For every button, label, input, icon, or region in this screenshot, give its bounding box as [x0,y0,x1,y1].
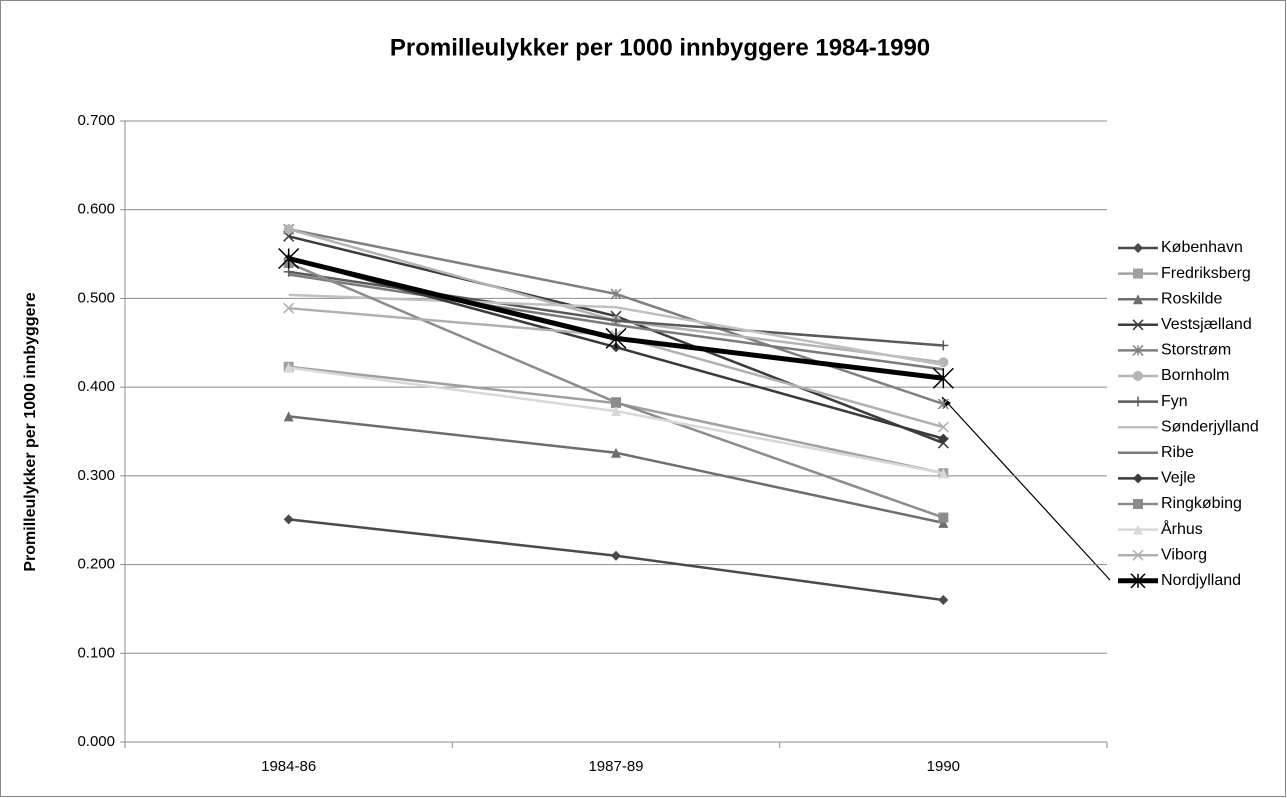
marker [938,595,949,606]
marker [1133,371,1143,381]
marker-shape [611,397,621,408]
marker [1133,473,1143,484]
marker [937,398,949,410]
marker [278,247,300,270]
legend-label: Viborg [1161,546,1207,563]
marker [1132,344,1144,356]
marker [283,514,294,525]
marker-shape [1133,371,1143,381]
x-tick-label: 1984-86 [261,758,316,775]
marker-shape [611,550,621,561]
marker-shape [1133,499,1143,509]
marker [605,327,627,349]
y-axis-label: Promilleulykker per 1000 innbyggere [22,292,39,571]
marker-shape [938,433,949,444]
legend-label: Fyn [1161,393,1188,410]
legend-label: Fredriksberg [1161,265,1251,282]
marker-shape [1133,473,1143,484]
legend-label: København [1161,239,1243,256]
legend-label: Bornholm [1161,367,1229,384]
marker-shape [283,224,294,235]
legend-label: Ribe [1161,444,1194,461]
marker-shape [611,447,621,458]
marker [1132,549,1144,561]
marker [283,302,295,314]
marker-shape [283,514,294,525]
y-tick-label: 0.000 [77,733,115,750]
marker [938,433,949,444]
marker [938,340,949,351]
legend-label: Nordjylland [1161,572,1241,589]
marker-stroke [1132,319,1144,331]
y-tick-label: 0.600 [77,201,115,218]
marker [938,468,949,479]
marker-shape [938,468,949,479]
chart-title: Promilleulykker per 1000 innbyggere 1984… [390,34,930,61]
marker [283,411,294,422]
marker [938,517,949,528]
series-line [288,273,944,371]
legend-label: Århus [1161,519,1203,538]
y-tick-label: 0.100 [77,644,115,661]
y-tick-label: 0.300 [77,467,115,484]
y-tick-label: 0.400 [77,378,115,395]
marker [611,397,621,408]
legend-label: Sønderjylland [1161,418,1259,435]
series-line [288,293,944,367]
marker [937,421,949,433]
marker-shape [1133,268,1143,279]
y-tick-label: 0.500 [77,289,115,306]
marker [1133,268,1143,279]
y-tick-label: 0.700 [77,112,115,129]
marker [938,357,949,368]
marker-shape [938,517,949,528]
x-tick-label: 1987-89 [588,758,643,775]
legend-label: Vestsjælland [1161,316,1252,333]
marker-shape [1133,243,1143,253]
marker [1133,524,1143,535]
legend-label: Vejle [1161,470,1196,487]
marker-shape [283,411,294,422]
marker [932,367,954,389]
marker [283,224,294,235]
marker-shape [1133,294,1143,305]
marker-shape [283,362,294,373]
marker [1133,243,1143,253]
marker-shape [938,512,949,523]
legend-label: Roskilde [1161,290,1222,307]
x-tick-label: 1990 [927,758,960,775]
marker-stroke [1132,549,1144,561]
marker [1133,396,1143,407]
marker [611,406,621,417]
marker [283,362,294,373]
marker-stroke [283,302,295,314]
marker [1130,573,1146,589]
legend-label: Ringkøbing [1161,495,1242,512]
marker [1133,499,1143,509]
marker [1132,319,1144,331]
marker-shape [938,357,949,368]
marker-shape [611,406,621,417]
legend-label: Storstrøm [1161,342,1231,359]
marker-shape [938,595,949,606]
marker [610,288,622,300]
marker-stroke [937,421,949,433]
marker [1133,294,1143,305]
marker-shape [1133,524,1143,535]
y-tick-label: 0.200 [77,556,115,573]
annotation-arrow [941,396,1111,581]
marker [611,447,621,458]
marker [938,512,949,523]
marker [611,550,621,561]
